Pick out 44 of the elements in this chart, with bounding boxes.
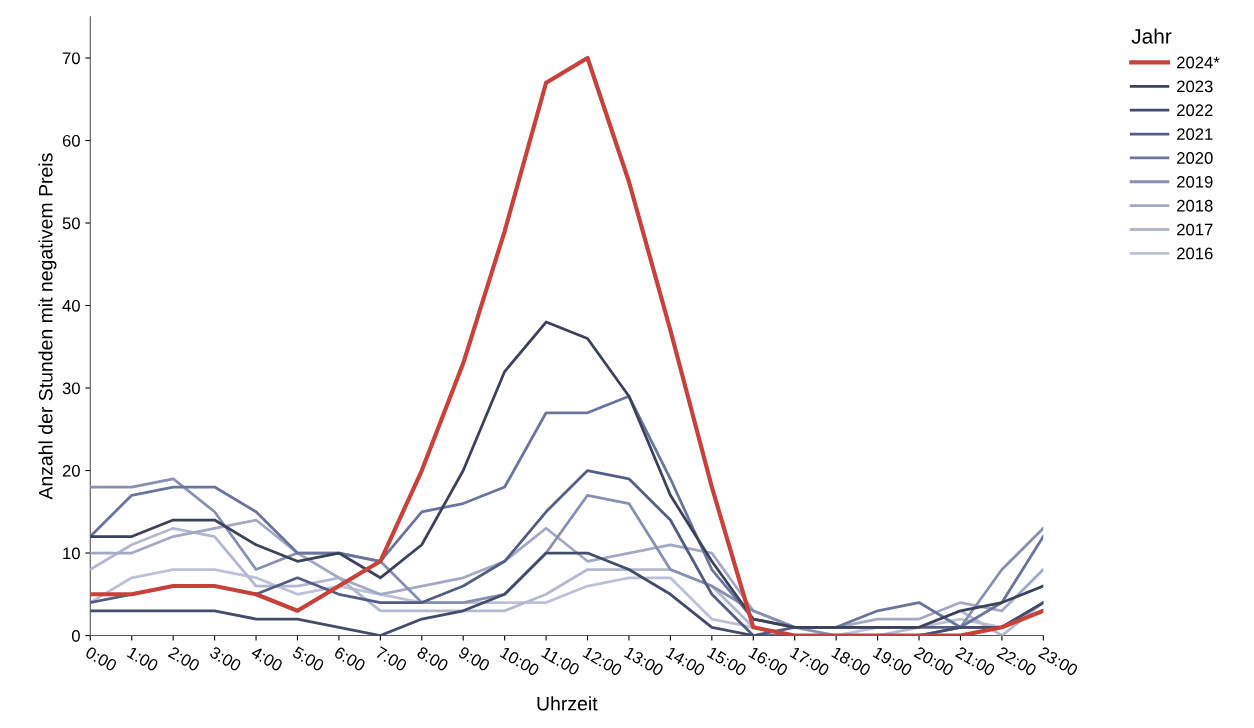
legend-label: 2019 xyxy=(1177,175,1213,188)
y-tick-label: 70 xyxy=(62,52,80,65)
x-tick-label: 9:00 xyxy=(457,646,491,672)
x-tick-label: 12:00 xyxy=(582,646,623,677)
x-tick-label: 10:00 xyxy=(499,646,540,677)
legend-label: 2021 xyxy=(1177,128,1213,141)
x-tick-label: 21:00 xyxy=(955,646,996,677)
y-tick-label: 30 xyxy=(62,382,80,395)
x-tick-label: 6:00 xyxy=(333,646,367,672)
legend-title: Jahr xyxy=(1131,28,1172,44)
x-tick-label: 19:00 xyxy=(872,646,913,677)
x-tick-label: 18:00 xyxy=(831,646,872,677)
y-tick-label: 60 xyxy=(62,134,80,147)
legend-label: 2017 xyxy=(1177,223,1213,236)
y-tick-label: 50 xyxy=(62,217,80,230)
x-tick-label: 22:00 xyxy=(996,646,1038,677)
x-tick-label: 23:00 xyxy=(1037,646,1079,677)
x-tick-label: 13:00 xyxy=(623,646,665,677)
y-axis-title: Anzahl der Stunden mit negativem Preis xyxy=(38,153,57,500)
x-tick-label: 4:00 xyxy=(250,645,284,672)
legend-label: 2022 xyxy=(1177,104,1213,117)
x-tick-label: 2:00 xyxy=(167,646,201,672)
y-tick-label: 10 xyxy=(63,547,80,560)
y-tick-label: 40 xyxy=(62,299,80,312)
y-tick-label: 20 xyxy=(62,464,80,477)
x-tick-label: 15:00 xyxy=(706,646,748,677)
x-tick-label: 8:00 xyxy=(416,646,450,672)
x-tick-label: 0:00 xyxy=(84,645,118,672)
x-tick-label: 5:00 xyxy=(291,645,325,672)
x-tick-label: 20:00 xyxy=(913,646,955,677)
x-tick-label: 7:00 xyxy=(374,646,408,672)
x-axis-title: Uhrzeit xyxy=(537,696,598,711)
x-tick-label: 3:00 xyxy=(209,645,242,672)
legend-label: 2020 xyxy=(1177,152,1213,164)
legend-label: 2023 xyxy=(1177,80,1213,93)
x-tick-label: 16:00 xyxy=(748,646,789,677)
y-tick-label: 0 xyxy=(71,629,80,642)
x-tick-label: 11:00 xyxy=(541,646,581,676)
legend-label: 2016 xyxy=(1177,247,1213,260)
x-tick-label: 1:00 xyxy=(126,646,160,672)
legend-label: 2018 xyxy=(1177,199,1213,212)
x-tick-label: 14:00 xyxy=(665,646,706,677)
x-tick-label: 17:00 xyxy=(789,646,831,677)
legend-label: 2024* xyxy=(1177,56,1220,69)
